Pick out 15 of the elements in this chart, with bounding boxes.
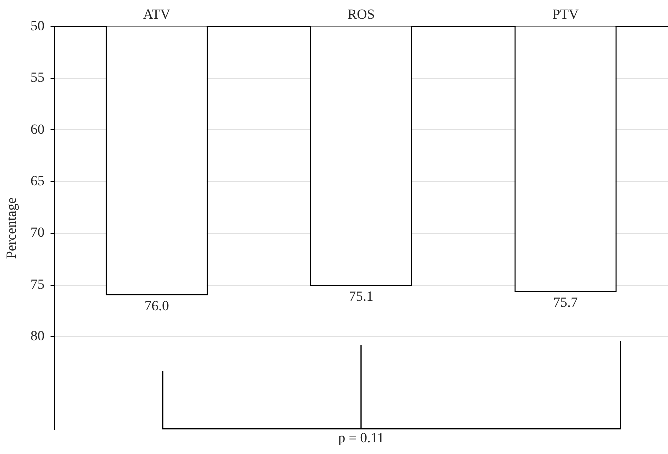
y-tick-label: 80 [30,330,45,345]
x-tick-label: PTV [552,8,580,24]
text: p = 0.11 [338,432,384,447]
y-tick-label: 55 [30,71,45,86]
y-tick-label: 75 [30,278,45,293]
data-label: 75.7 [554,296,578,312]
y-tick-label: 70 [30,226,45,242]
x-tick-label: ATV [143,8,171,24]
y-tick-label: 60 [30,122,45,138]
data-label: 75.1 [349,290,374,305]
y-axis-title: Percentage [5,198,20,260]
x-tick-label: ROS [348,8,376,24]
data-label: 76.0 [144,299,170,314]
y-tick-label: 65 [30,174,45,190]
y-tick-label: 50 [30,19,45,34]
